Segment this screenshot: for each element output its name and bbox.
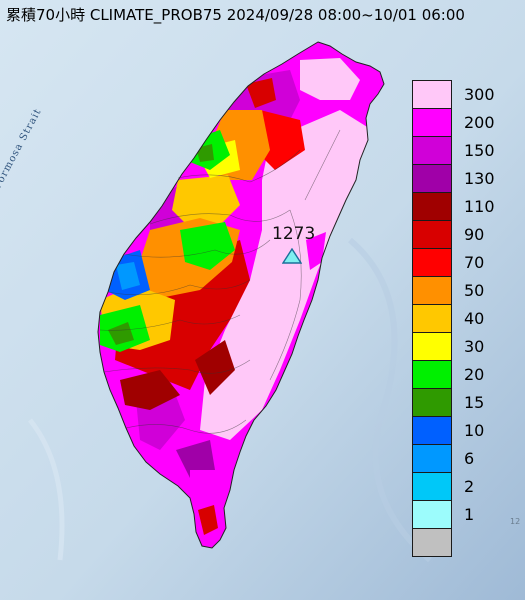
peak-value-label: 1273 [272,224,316,244]
legend-swatch [412,332,452,361]
legend-label: 20 [464,365,485,384]
legend-swatch [412,388,452,417]
legend-label: 30 [464,337,485,356]
legend-label: 150 [464,141,495,160]
island-outline [97,41,385,549]
station-triangle-icon [282,248,302,264]
legend-swatch [412,80,452,109]
legend-swatch [412,248,452,277]
legend-swatch [412,220,452,249]
county-boundaries [99,129,341,434]
legend-swatch [412,528,452,557]
legend-label: 6 [464,449,475,468]
legend-swatch [412,136,452,165]
legend-label: 90 [464,225,485,244]
legend-label: 40 [464,309,485,328]
legend-swatch [412,472,452,501]
legend-swatch [412,192,452,221]
legend-label: 300 [464,85,495,104]
legend-swatch [412,444,452,473]
legend-swatch [412,500,452,529]
legend-swatch [412,108,452,137]
legend-label: 10 [464,421,485,440]
legend-swatch [412,304,452,333]
edge-mark: 12 [510,517,521,526]
legend-label: 110 [464,197,495,216]
legend-label: 15 [464,393,485,412]
legend-label: 50 [464,281,485,300]
legend-label: 2 [464,477,475,496]
legend-label: 70 [464,253,485,272]
legend-swatch [412,164,452,193]
map-title: 累積70小時 CLIMATE_PROB75 2024/09/28 08:00~1… [6,6,465,24]
legend-label: 130 [464,169,495,188]
legend-label: 1 [464,505,475,524]
legend-label: 200 [464,113,495,132]
legend-swatch [412,360,452,389]
legend-swatch [412,416,452,445]
legend-swatch [412,276,452,305]
